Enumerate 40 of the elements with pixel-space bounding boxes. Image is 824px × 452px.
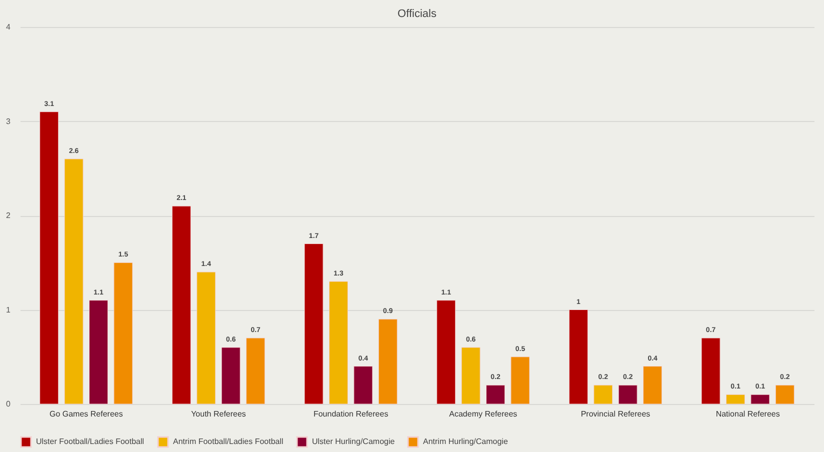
y-tick-label: 2	[6, 211, 12, 220]
y-tick-label: 1	[6, 305, 12, 314]
legend-label: Ulster Football/Ladies Football	[36, 437, 144, 446]
bar	[510, 356, 530, 404]
bar	[618, 384, 638, 404]
y-tick-label: 4	[6, 22, 12, 32]
bar	[750, 394, 770, 404]
bar	[304, 244, 324, 404]
bar	[354, 366, 373, 404]
bar	[701, 338, 720, 404]
bar	[378, 318, 398, 404]
y-tick-label: 0	[6, 400, 12, 408]
bar	[643, 366, 662, 404]
bar	[221, 347, 240, 404]
bar	[64, 158, 84, 404]
bar	[328, 281, 348, 404]
x-tick-label: Academy Referees	[449, 410, 518, 418]
bar	[486, 384, 506, 404]
bar	[114, 262, 133, 404]
bar	[40, 112, 59, 404]
bar	[172, 206, 191, 404]
legend-label: Antrim Football/Ladies Football	[173, 437, 284, 446]
bar	[594, 384, 613, 404]
bar	[436, 300, 456, 404]
y-tick-label: 3	[6, 116, 12, 126]
legend-label: Ulster Hurling/Camogie	[312, 437, 396, 446]
chart-title: Officials	[398, 8, 437, 20]
bar	[89, 300, 108, 404]
bar	[568, 310, 588, 404]
bar	[196, 272, 216, 404]
bar	[726, 394, 745, 404]
x-tick-label: Provincial Referees	[580, 410, 650, 418]
x-tick-label: Foundation Referees	[313, 410, 388, 418]
bar	[775, 384, 794, 404]
x-tick-label: Go Games Referees	[49, 410, 123, 418]
bar	[461, 347, 480, 404]
legend-label: Antrim Hurling/Camogie	[423, 437, 508, 446]
bar	[246, 338, 266, 404]
x-tick-label: Youth Referees	[191, 410, 246, 418]
x-tick-label: National Referees	[716, 410, 780, 418]
